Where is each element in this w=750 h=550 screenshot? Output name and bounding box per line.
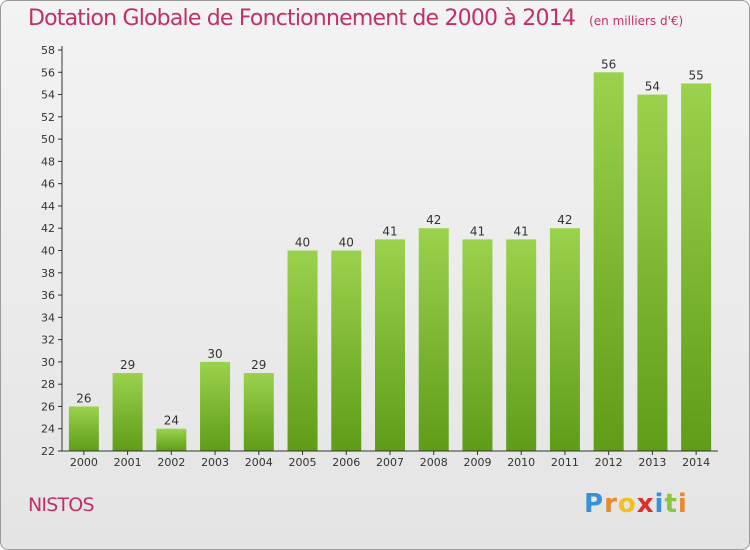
bar-2006 [331, 250, 362, 451]
y-tick-label: 32 [41, 334, 55, 347]
bar-2013 [637, 94, 668, 452]
data-label-2014: 55 [688, 68, 703, 82]
data-label-2013: 54 [645, 80, 660, 94]
bar-2010 [506, 239, 537, 451]
y-tick-label: 36 [41, 289, 55, 302]
x-tick-label-2001: 2001 [114, 456, 142, 469]
y-tick-label: 44 [41, 200, 55, 213]
bar-2012 [593, 72, 624, 452]
chart-title: Dotation Globale de Fonctionnement de 20… [28, 6, 683, 31]
x-tick-label-2014: 2014 [682, 456, 710, 469]
x-axis: 2000 2001 2002 2003 2004 2005 2006 2007 2008 2009… [62, 450, 718, 469]
data-label-2006: 40 [339, 236, 354, 250]
data-label-2009: 41 [470, 224, 485, 238]
x-tick-label-2002: 2002 [157, 456, 185, 469]
bar-2002 [156, 428, 187, 451]
x-tick-label-2005: 2005 [289, 456, 317, 469]
x-tick-label-2011: 2011 [551, 456, 579, 469]
y-tick-label: 26 [41, 400, 55, 413]
data-label-2011: 42 [557, 213, 572, 227]
data-label-2002: 24 [164, 414, 179, 428]
chart-title-text: Dotation Globale de Fonctionnement de 20… [28, 6, 576, 31]
bar-2008 [418, 228, 449, 451]
y-tick-label: 38 [41, 267, 55, 280]
data-label-2008: 42 [426, 213, 441, 227]
data-label-2005: 40 [295, 236, 310, 250]
data-label-2003: 30 [207, 347, 222, 361]
bar-2001 [112, 373, 143, 451]
x-tick-label-2004: 2004 [245, 456, 273, 469]
logo-letter: r [604, 489, 618, 519]
y-tick-label: 40 [41, 245, 55, 258]
y-tick-label: 30 [41, 356, 55, 369]
chart-unit: (en milliers d'€) [589, 14, 684, 28]
y-tick-label: 28 [41, 378, 55, 391]
y-axis: 22 24 26 28 30 32 34 36 38 40 42 44 46 48 50 52 54 56 58 [41, 44, 63, 458]
x-tick-label-2003: 2003 [201, 456, 229, 469]
y-tick-label: 54 [41, 89, 55, 102]
logo-letter: i [654, 489, 665, 519]
y-tick-label: 42 [41, 222, 55, 235]
logo-letter: P [584, 489, 605, 519]
x-tick-label-2009: 2009 [463, 456, 491, 469]
x-tick-label-2008: 2008 [420, 456, 448, 469]
bar-2000 [68, 406, 99, 451]
data-label-2004: 29 [251, 358, 266, 372]
y-tick-label: 24 [41, 423, 55, 436]
data-label-2000: 26 [76, 391, 91, 405]
bar-2005 [287, 250, 318, 451]
data-label-2010: 41 [514, 224, 529, 238]
y-tick-label: 50 [41, 133, 55, 146]
proxiti-logo: Proxiti [584, 489, 688, 519]
x-tick-label-2013: 2013 [638, 456, 666, 469]
bar-2014 [681, 83, 712, 452]
bar-2009 [462, 239, 493, 451]
bar-2003 [200, 361, 231, 451]
data-label-2007: 41 [382, 224, 397, 238]
logo-letter: t [664, 489, 678, 519]
logo-letter: i [677, 489, 688, 519]
y-tick-label: 22 [41, 445, 55, 458]
y-tick-label: 46 [41, 178, 55, 191]
data-label-2001: 29 [120, 358, 135, 372]
x-tick-label-2007: 2007 [376, 456, 404, 469]
y-tick-label: 52 [41, 111, 55, 124]
x-tick-label-2000: 2000 [70, 456, 98, 469]
x-tick-label-2010: 2010 [507, 456, 535, 469]
bar-2007 [375, 239, 405, 451]
x-tick-label-2012: 2012 [595, 456, 623, 469]
y-tick-label: 58 [41, 44, 55, 57]
y-tick-label: 56 [41, 66, 55, 79]
data-label-2012: 56 [601, 57, 616, 71]
x-tick-label-2006: 2006 [332, 456, 360, 469]
bars: 26 29 24 30 29 40 40 41 42 41 41 42 56 54 55 [68, 57, 712, 452]
y-tick-label: 48 [41, 155, 55, 168]
commune-name: NISTOS [28, 494, 94, 516]
y-tick-label: 34 [41, 311, 55, 324]
bar-2004 [243, 373, 274, 451]
logo-letter: o [617, 489, 637, 519]
bar-2011 [549, 228, 580, 451]
logo-letter: x [636, 489, 655, 519]
